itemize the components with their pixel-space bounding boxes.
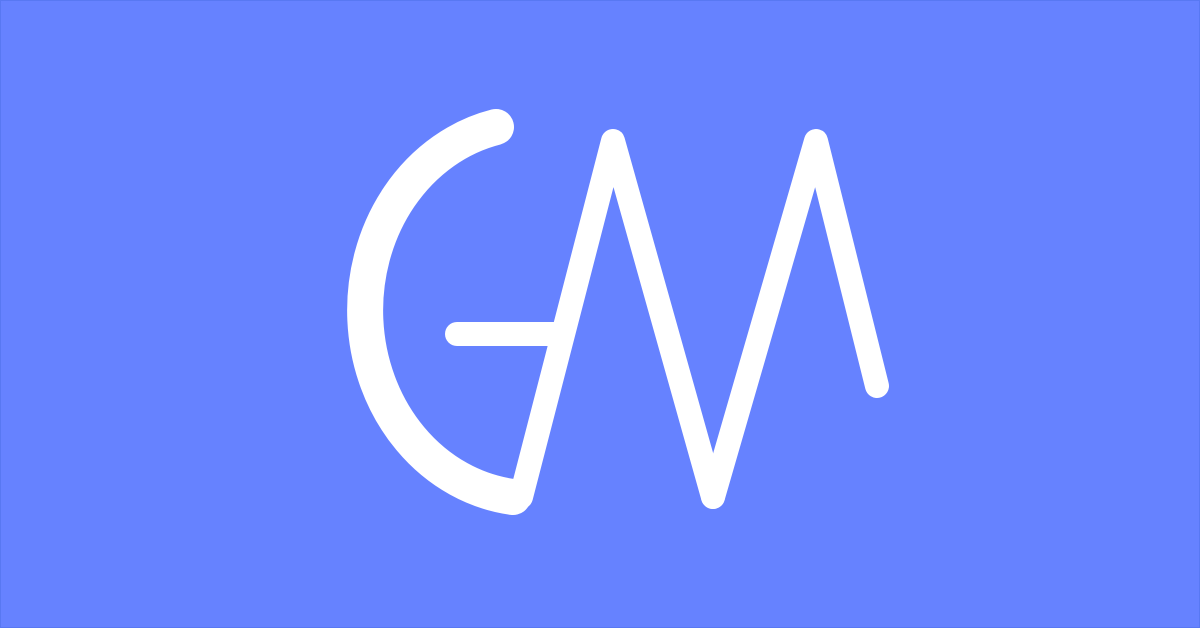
gm-monogram — [347, 109, 889, 515]
g-arc — [347, 109, 531, 515]
m-first-peak — [509, 129, 725, 509]
m-second-peak — [701, 129, 889, 509]
